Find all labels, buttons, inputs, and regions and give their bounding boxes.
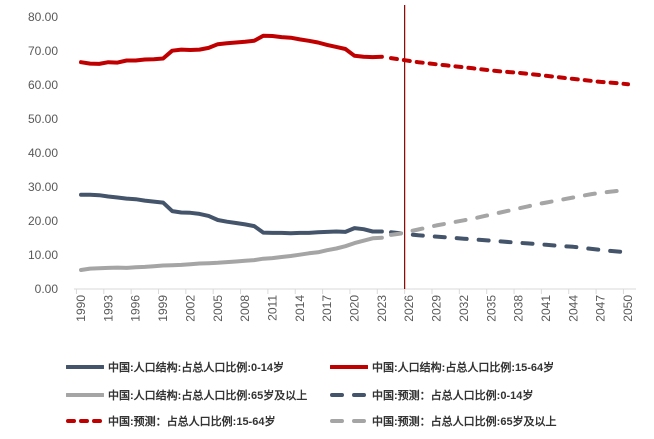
x-tick-label: 2029 <box>430 295 444 322</box>
legend-label: 中国:人口结构:占总人口比例:65岁及以上 <box>108 390 308 402</box>
x-tick-label: 1996 <box>129 295 143 322</box>
x-tick-label: 1993 <box>101 295 115 322</box>
legend-label: 中国:预测：占总人口比例:65岁及以上 <box>372 416 557 428</box>
legend-swatch-solid-red <box>330 365 368 369</box>
legend-swatch-dash-gray <box>330 419 368 423</box>
legend-label: 中国:预测：占总人口比例:0-14岁 <box>372 390 534 402</box>
y-tick-label: 20.00 <box>28 214 58 228</box>
legend-item-0-14-forecast: 中国:预测：占总人口比例:0-14岁 <box>330 387 533 403</box>
legend-item-0-14-hist: 中国:人口结构:占总人口比例:0-14岁 <box>66 359 284 375</box>
legend-swatch-solid-gray <box>66 393 104 397</box>
series-line-4 <box>389 56 630 87</box>
series-line-0 <box>79 192 384 236</box>
legend-label: 中国:人口结构:占总人口比例:0-14岁 <box>108 362 285 374</box>
x-tick-label: 2032 <box>457 295 471 322</box>
x-tick-label: 2008 <box>238 295 252 322</box>
y-tick-label: 10.00 <box>28 248 58 262</box>
legend-swatch-dot-red <box>66 419 104 423</box>
x-tick-label: 2041 <box>539 295 553 322</box>
legend-item-15-64-hist: 中国:人口结构:占总人口比例:15-64岁 <box>330 359 554 375</box>
x-tick-label: 2020 <box>348 295 362 322</box>
x-tick-label: 1999 <box>156 295 170 322</box>
y-tick-label: 60.00 <box>28 78 58 92</box>
x-tick-label: 2026 <box>402 295 416 322</box>
legend-label: 中国:人口结构:占总人口比例:15-64岁 <box>372 362 555 374</box>
y-tick-label: 40.00 <box>28 146 58 160</box>
x-tick-label: 2023 <box>375 295 389 322</box>
legend-swatch-solid-navy <box>66 365 104 369</box>
series-line-5 <box>389 187 630 237</box>
legend-label: 中国:预测：占总人口比例:15-64岁 <box>108 416 276 428</box>
x-tick-label: 2005 <box>211 295 225 322</box>
x-tick-label: 2047 <box>594 295 608 322</box>
x-tick-label: 2017 <box>320 295 334 322</box>
legend-swatch-dash-navy <box>330 393 368 397</box>
x-tick-label: 2050 <box>621 295 635 322</box>
series-line-2 <box>79 235 384 272</box>
population-structure-chart: 0.00 10.00 20.00 30.00 40.00 50.00 60.00 70.00 8… <box>28 5 636 322</box>
x-tick-label: 2038 <box>512 295 526 322</box>
x-tick-label: 2014 <box>293 295 307 322</box>
series-line-1 <box>79 33 384 66</box>
y-tick-label: 70.00 <box>28 44 58 58</box>
legend-item-15-64-forecast: 中国:预测：占总人口比例:15-64岁 <box>66 413 275 429</box>
x-tick-label: 2011 <box>265 295 279 321</box>
y-tick-label: 50.00 <box>28 112 58 126</box>
legend-item-65plus-hist: 中国:人口结构:占总人口比例:65岁及以上 <box>66 387 307 403</box>
x-tick-label: 2035 <box>484 295 498 322</box>
y-tick-label: 0.00 <box>35 282 59 296</box>
x-tick-label: 2002 <box>183 295 197 322</box>
legend-item-65plus-forecast: 中国:预测：占总人口比例:65岁及以上 <box>330 413 557 429</box>
x-tick-label: 1990 <box>74 295 88 322</box>
x-tick-label: 2044 <box>566 295 580 322</box>
series-line-3 <box>389 230 630 255</box>
y-tick-label: 30.00 <box>28 180 58 194</box>
y-tick-label: 80.00 <box>28 10 58 24</box>
